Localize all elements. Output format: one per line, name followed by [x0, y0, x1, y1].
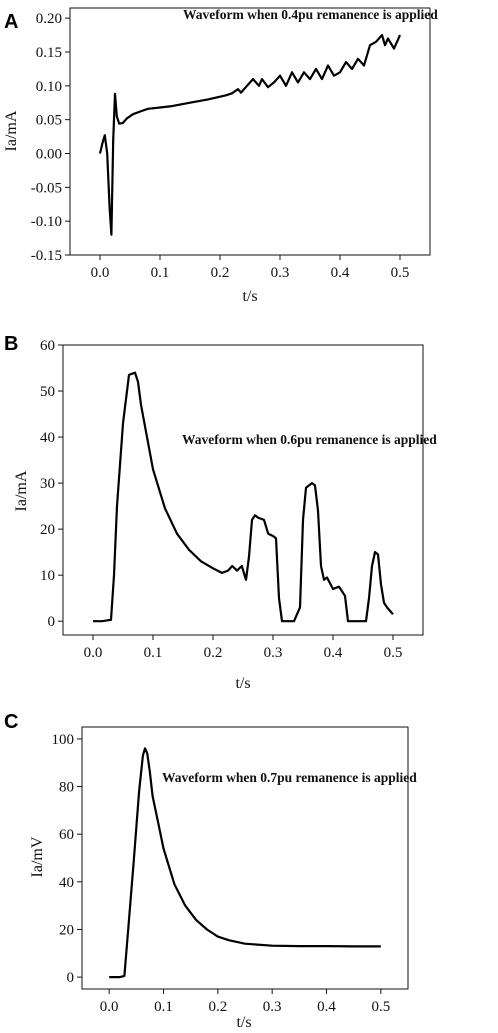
x-tick-label-c-0: 0.0: [100, 999, 119, 1015]
x-tick-label-c-1: 0.1: [154, 999, 173, 1015]
x-tick-label-b-1: 0.1: [144, 645, 163, 661]
y-tick-label-c-4: 80: [59, 780, 74, 796]
x-tick-label-b-5: 0.5: [384, 645, 403, 661]
x-axis-label-b: t/s: [235, 675, 250, 692]
y-tick-label-c-3: 60: [59, 827, 74, 843]
y-tick-label-b-3: 30: [40, 476, 55, 492]
series-line-b: [93, 371, 394, 623]
panel-label-a: A: [4, 11, 18, 33]
y-axis-label-b: Ia/mA: [13, 470, 30, 511]
x-tick-label-b-0: 0.0: [84, 645, 103, 661]
x-tick-label-c-2: 0.2: [208, 999, 227, 1015]
x-tick-label-b-4: 0.4: [324, 645, 343, 661]
y-tick-label-b-2: 20: [40, 522, 55, 538]
panel-label-b: B: [4, 333, 18, 355]
annotation-b: Waveform when 0.6pu remanence is applied: [182, 432, 437, 447]
annotation-a: Waveform when 0.4pu remanence is applied: [183, 7, 438, 22]
panel-c: C 0.0 0.1 0.2 0.3 0.4 0.5 0 20 40 60 80 100 Wavefo…: [4, 711, 417, 1031]
y-tick-label-b-5: 50: [40, 384, 55, 400]
y-tick-label-c-1: 20: [59, 922, 74, 938]
y-tick-label-c-2: 40: [59, 875, 74, 891]
annotation-c: Waveform when 0.7pu remanence is applied: [162, 770, 417, 785]
y-axis-label-a: Ia/mA: [3, 110, 20, 151]
y-tick-label-b-4: 40: [40, 430, 55, 446]
x-tick-label-a-3: 0.3: [271, 265, 290, 281]
x-tick-label-c-3: 0.3: [263, 999, 282, 1015]
y-tick-label-b-0: 0: [48, 614, 56, 630]
panel-label-c: C: [4, 711, 18, 733]
x-axis-label-c: t/s: [236, 1014, 251, 1031]
y-tick-label-a-7: 0.20: [36, 11, 62, 27]
y-tick-label-a-2: -0.05: [31, 180, 62, 196]
series-line-c: [109, 747, 381, 979]
y-tick-label-c-0: 0: [67, 970, 75, 986]
x-axis-label-a: t/s: [242, 288, 257, 305]
plot-frame-b: [62, 344, 424, 636]
y-tick-label-a-0: -0.15: [31, 248, 62, 264]
y-tick-label-b-6: 60: [40, 338, 55, 354]
y-tick-label-b-1: 10: [40, 568, 55, 584]
panel-a: A 0.0 0.1 0.2 0.3 0.4 0.5 -0.15 -0.10 -0.05 0.00…: [3, 7, 438, 305]
y-tick-label-a-5: 0.10: [36, 79, 62, 95]
x-tick-label-a-2: 0.2: [211, 265, 230, 281]
x-tick-label-b-3: 0.3: [264, 645, 283, 661]
y-tick-label-a-6: 0.15: [36, 45, 62, 61]
x-tick-label-a-0: 0.0: [91, 265, 110, 281]
y-tick-label-a-4: 0.05: [36, 113, 62, 129]
x-tick-label-a-5: 0.5: [391, 265, 410, 281]
y-axis-label-c: Ia/mV: [29, 836, 46, 877]
y-tick-label-a-3: 0.00: [36, 146, 62, 162]
x-tick-label-a-4: 0.4: [331, 265, 350, 281]
x-tick-label-c-4: 0.4: [317, 999, 336, 1015]
plot-frame-c: [81, 726, 409, 990]
x-tick-label-a-1: 0.1: [151, 265, 170, 281]
x-tick-label-c-5: 0.5: [371, 999, 390, 1015]
y-tick-label-a-1: -0.10: [31, 214, 62, 230]
plot-frame-a: [69, 7, 431, 256]
y-tick-label-c-5: 100: [52, 732, 75, 748]
panel-b: B 0.0 0.1 0.2 0.3 0.4 0.5 0 10 20 30 40 50 60 Wavef…: [4, 333, 437, 692]
x-tick-label-b-2: 0.2: [204, 645, 223, 661]
series-line-a: [98, 34, 402, 236]
